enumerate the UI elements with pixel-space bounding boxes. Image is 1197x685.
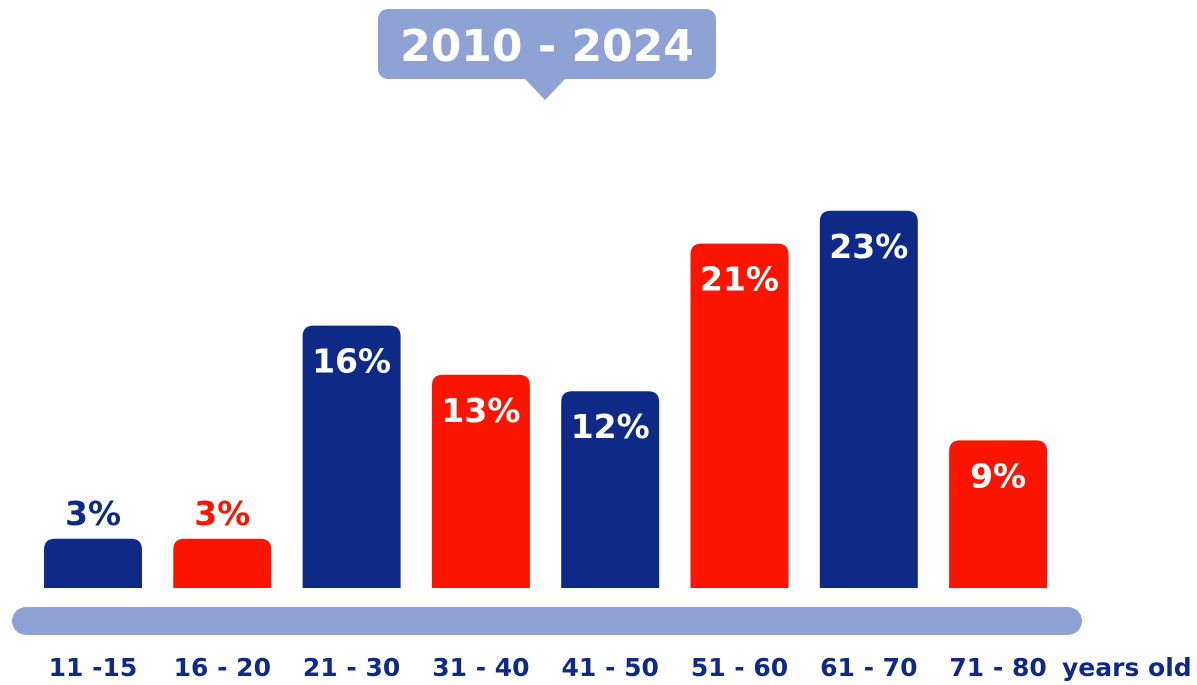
x-tick-labels-group: 11 -15 16 - 20 21 - 30 31 - 40 41 - 50 51 - 6…	[49, 653, 1047, 682]
bar-value-label-8: 9%	[970, 456, 1026, 495]
bar-value-label-1: 3%	[65, 494, 121, 533]
bar-2	[173, 538, 272, 588]
baseline-bar	[12, 607, 1082, 635]
x-tick-label-7: 61 - 70	[820, 653, 917, 682]
x-tick-label-5: 41 - 50	[562, 653, 659, 682]
bar-3	[302, 325, 401, 588]
bar-value-label-4: 13%	[441, 391, 520, 430]
x-tick-label-1: 11 -15	[49, 653, 138, 682]
bar-value-label-3: 16%	[312, 342, 391, 381]
x-tick-label-8: 71 - 80	[949, 653, 1046, 682]
bar-6	[690, 243, 789, 588]
x-tick-label-3: 21 - 30	[303, 653, 400, 682]
bar-1	[44, 538, 142, 588]
bar-value-label-7: 23%	[829, 227, 908, 266]
bar-value-label-2: 3%	[194, 494, 250, 533]
bars-group	[44, 210, 1048, 589]
bar-value-label-5: 12%	[571, 407, 650, 446]
title-bubble: 2010 - 2024	[378, 9, 716, 100]
x-tick-label-2: 16 - 20	[174, 653, 271, 682]
x-unit-label: years old	[1062, 653, 1192, 682]
bar-value-label-6: 21%	[700, 260, 779, 299]
value-labels-group: 3% 3% 16% 13% 12% 21% 23% 9%	[65, 227, 1026, 533]
title-bubble-box	[378, 9, 716, 79]
bar-8	[949, 440, 1048, 588]
bar-7	[819, 210, 918, 589]
bar-4	[431, 374, 530, 588]
title-bubble-pointer	[524, 78, 566, 100]
x-tick-label-6: 51 - 60	[691, 653, 788, 682]
chart-title: 2010 - 2024	[400, 21, 694, 72]
bar-5	[561, 391, 660, 588]
x-tick-label-4: 31 - 40	[432, 653, 529, 682]
